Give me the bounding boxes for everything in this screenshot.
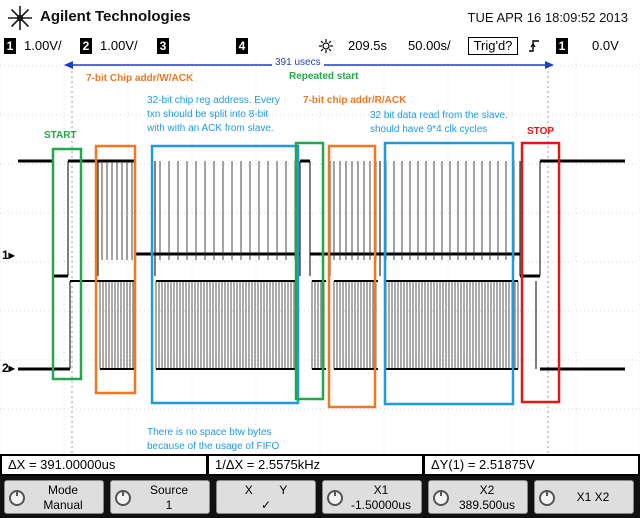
trigger-position-icon (319, 39, 333, 53)
softkey-label: Source (149, 483, 189, 497)
datetime: TUE APR 16 18:09:52 2013 (467, 10, 628, 25)
knob-icon (327, 490, 343, 506)
scope-display[interactable]: 1▸ 2▸ 391 usecs 7-bit Chip addr/W/ACK Re… (0, 56, 640, 454)
reg-address-label-line2: txn should be split into 8-bit (147, 109, 269, 120)
chip-addr-read-box (327, 144, 377, 409)
trigger-position[interactable]: 209.5s (348, 38, 388, 53)
traces (18, 159, 625, 371)
rising-edge-icon (529, 40, 539, 52)
chip-addr-write-box (94, 144, 137, 395)
fifo-note-line1: There is no space btw bytes (147, 427, 272, 438)
chip-addr-write-label: 7-bit Chip addr/W/ACK (86, 73, 194, 84)
header: Agilent Technologies TUE APR 16 18:09:52… (0, 0, 640, 36)
knob-icon (433, 490, 449, 506)
channel-2-ground-marker[interactable]: 2▸ (2, 361, 15, 375)
repeated-start-box (294, 141, 325, 401)
trigger-status: Trig'd? (468, 37, 518, 55)
data-read-box (383, 141, 515, 406)
delta-x-readout: ΔX = 391.00000us (2, 456, 206, 474)
source-softkey[interactable]: Source 1 (110, 480, 210, 514)
softkey-label: X1 X2 (576, 490, 610, 504)
softkey-label: Mode (47, 483, 79, 497)
start-box (51, 147, 83, 381)
agilent-spark-logo-icon (8, 6, 32, 30)
trigger-channel-indicator[interactable]: 1 (556, 38, 568, 54)
channel-2-indicator[interactable]: 2 (80, 38, 92, 54)
softkey-bar: Mode Manual Source 1 X Y ✓ X1 -1.50000us… (0, 476, 640, 518)
softkey-value: Manual (43, 498, 83, 512)
channel-1-scale[interactable]: 1.00V/ (24, 38, 62, 53)
timebase[interactable]: 50.00s/ (408, 38, 451, 53)
fifo-note-line2: because of the usage of FIFO (147, 441, 280, 452)
trigger-level[interactable]: 0.0V (592, 38, 619, 53)
softkey-label: X2 (479, 483, 495, 497)
channel-4-indicator[interactable]: 4 (236, 38, 248, 54)
span-arrow-left-head (64, 61, 73, 69)
span-label: 391 usecs (272, 56, 324, 69)
annotation-boxes (51, 141, 561, 409)
knob-icon (9, 490, 25, 506)
data-read-label-line1: 32 bit data read from the slave. (370, 110, 508, 121)
stop-label: STOP (527, 126, 555, 137)
repeated-start-label: Repeated start (289, 71, 359, 82)
channel-1-indicator[interactable]: 1 (4, 38, 16, 54)
brand-name: Agilent Technologies (40, 8, 191, 25)
softkey-value: 389.500us (458, 498, 516, 512)
knob-icon (115, 490, 131, 506)
reg-address-label-line1: 32-bit chip reg address. Every (147, 95, 280, 106)
chip-addr-read-label: 7-bit chip addr/R/ACK (303, 95, 407, 106)
reg-address-box (150, 144, 300, 405)
softkey-value: -1.50000us (350, 498, 412, 512)
softkey-label: X1 (373, 483, 389, 497)
start-label: START (44, 130, 77, 141)
x1-softkey[interactable]: X1 -1.50000us (322, 480, 422, 514)
softkey-label: X Y (244, 483, 288, 497)
status-bar: 1 1.00V/ 2 1.00V/ 3 4 209.5s 50.00s/ Tri… (0, 36, 640, 56)
knob-icon (539, 490, 555, 506)
softkey-value: 1 (165, 498, 173, 512)
mode-softkey[interactable]: Mode Manual (4, 480, 104, 514)
x1-x2-softkey[interactable]: X1 X2 (534, 480, 634, 514)
check-icon: ✓ (260, 498, 272, 512)
data-read-label-line2: should have 9*4 clk cycles (370, 124, 488, 135)
channel-3-indicator[interactable]: 3 (157, 38, 169, 54)
channel-1-ground-marker[interactable]: 1▸ (2, 248, 15, 262)
reg-address-label-line3: with with an ACK from slave. (147, 123, 274, 134)
waveform-plot (0, 56, 640, 454)
x2-softkey[interactable]: X2 389.500us (428, 480, 528, 514)
channel-2-scale[interactable]: 1.00V/ (100, 38, 138, 53)
inverse-delta-x-readout: 1/ΔX = 2.5575kHz (209, 456, 422, 474)
span-arrow-right-head (545, 61, 554, 69)
measurement-bar: ΔX = 391.00000us 1/ΔX = 2.5575kHz ΔY(1) … (0, 454, 640, 476)
stop-box (520, 141, 561, 404)
x-y-softkey[interactable]: X Y ✓ (216, 480, 316, 514)
delta-y-readout: ΔY(1) = 2.51875V (425, 456, 638, 474)
